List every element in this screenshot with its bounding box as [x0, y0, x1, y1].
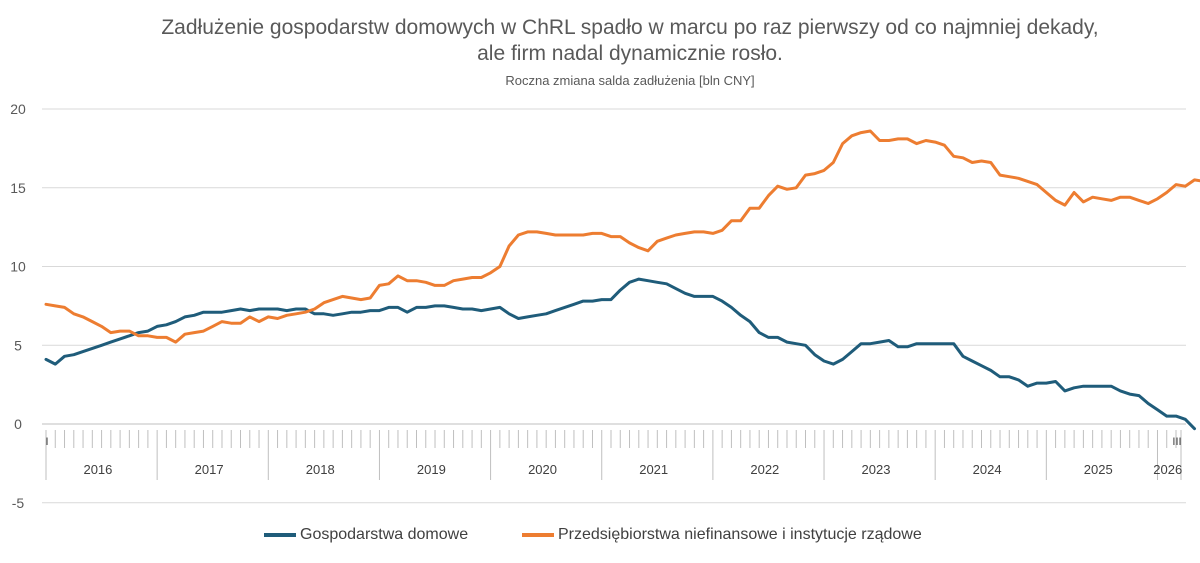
chart-title-line-2: ale firm nadal dynamicznie rosło.: [477, 42, 783, 65]
year-label-2025: 2025: [1084, 462, 1113, 477]
y-tick-label-4: 0: [14, 416, 22, 432]
y-axis-labels: 20 15 10 5 0 -5: [10, 101, 26, 511]
legend-swatch-households: [264, 533, 296, 537]
x-axis: 2016 2017 2018 2019 2020 2021 2022 2023 2024 2025…: [42, 423, 1186, 480]
year-label-2017: 2017: [195, 462, 224, 477]
y-tick-label-0: 20: [10, 101, 26, 117]
chart-subtitle: Roczna zmiana salda zadłużenia [bln CNY]: [505, 73, 755, 88]
end-month-label: III: [1172, 436, 1181, 448]
legend-item-households: Gospodarstwa domowe: [264, 526, 468, 544]
legend-label-households: Gospodarstwa domowe: [300, 526, 469, 543]
legend-label-enterprises: Przedsiębiorstwa niefinansowe i instytuc…: [558, 526, 922, 543]
year-label-2016: 2016: [83, 462, 112, 477]
year-label-2020: 2020: [528, 462, 557, 477]
y-tick-label-3: 5: [14, 337, 22, 353]
legend-item-enterprises: Przedsiębiorstwa niefinansowe i instytuc…: [522, 526, 922, 544]
year-label-2022: 2022: [750, 462, 779, 477]
year-label-2019: 2019: [417, 462, 446, 477]
year-label-2021: 2021: [639, 462, 668, 477]
series-lines: [44, 129, 1200, 431]
series-line-1: [44, 129, 1200, 344]
year-label-2026: 2026: [1153, 462, 1182, 477]
year-label-2023: 2023: [862, 462, 891, 477]
y-tick-label-1: 15: [10, 180, 26, 196]
start-month-label: I: [45, 436, 48, 448]
chart-title-line-1: Zadłużenie gospodarstw domowych w ChRL s…: [161, 16, 1099, 39]
series-line-0: [44, 277, 1196, 431]
legend-swatch-enterprises: [522, 533, 554, 537]
y-tick-label-2: 10: [10, 259, 26, 275]
year-label-2024: 2024: [973, 462, 1002, 477]
y-tick-label-5: -5: [12, 495, 25, 511]
year-label-2018: 2018: [306, 462, 335, 477]
grid-lines: [42, 108, 1186, 504]
